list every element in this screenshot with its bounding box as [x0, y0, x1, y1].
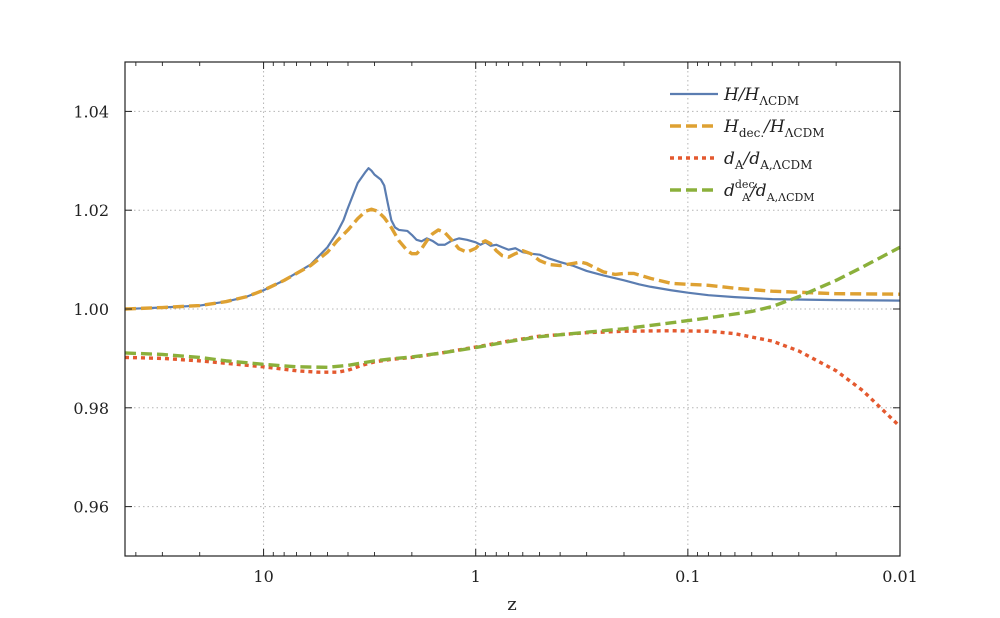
y-tick-label: 1.02 — [73, 201, 109, 220]
legend-main-1: H/H — [723, 85, 761, 105]
y-tick-label: 1.04 — [73, 102, 109, 121]
legend-rest-2: /H — [762, 117, 786, 137]
y-tick-label: 0.98 — [73, 399, 109, 418]
series-line-3 — [124, 329, 902, 428]
x-tick-label: 1 — [471, 567, 481, 586]
legend-main-3: d — [724, 149, 735, 169]
y-tick-label: 1.00 — [73, 300, 109, 319]
legend-sub2-2: ΛCDM — [784, 126, 825, 140]
legend-sub-3: A — [734, 158, 744, 172]
legend-sub-2: dec. — [739, 126, 764, 140]
legend-sup-4: dec. — [735, 178, 758, 191]
x-tick-label: 0.1 — [675, 567, 700, 586]
legend-rest-3: /d — [742, 149, 761, 169]
legend-rest-4: /d — [748, 181, 767, 201]
x-tick-label: 10 — [253, 567, 273, 586]
major-ticks — [125, 62, 901, 556]
legend-entry-3: dA/dA,ΛCDM — [724, 149, 812, 172]
legend-sub-4: A — [741, 191, 751, 204]
tick-labels: 10 1 0.1 0.01 0.96 0.98 1.00 1.02 1.04 — [73, 102, 917, 586]
grid — [125, 62, 900, 556]
series-line-1 — [124, 167, 901, 311]
legend-sub2-4: A,ΛCDM — [766, 191, 815, 204]
x-tick-label: 0.01 — [882, 567, 918, 586]
series-line-4 — [124, 245, 901, 369]
legend-main-4: d — [724, 181, 735, 201]
series-line-2 — [124, 207, 901, 311]
x-axis-label: z — [507, 594, 516, 615]
legend-entry-1: H/HΛCDM — [723, 85, 799, 108]
legend-entry-2: Hdec./HΛCDM — [723, 117, 824, 140]
legend-sub2-3: A,ΛCDM — [759, 158, 812, 172]
legend-sub-1: ΛCDM — [758, 94, 799, 108]
legend-entry-4: ddec. A/dA,ΛCDM — [724, 178, 815, 204]
series-lines — [124, 167, 902, 428]
minor-ticks — [135, 62, 837, 556]
y-tick-label: 0.96 — [73, 498, 109, 517]
legend-main-2: H — [723, 117, 740, 137]
